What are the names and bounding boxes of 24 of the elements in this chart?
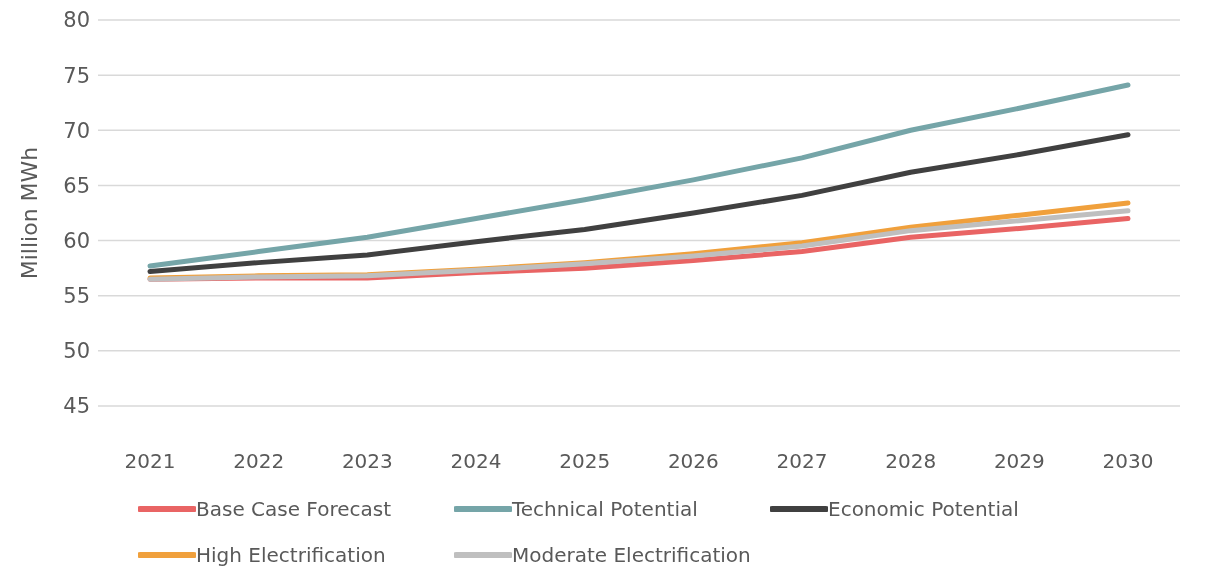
x-tick-label: 2022	[233, 449, 285, 474]
y-tick-label: 55	[63, 284, 90, 309]
y-tick-label: 60	[63, 229, 90, 254]
x-tick-label: 2026	[667, 449, 719, 474]
y-tick-label: 75	[63, 63, 90, 88]
legend-label: Moderate Electrification	[512, 543, 751, 567]
legend-label: Base Case Forecast	[196, 497, 391, 521]
legend-label: High Electrification	[196, 543, 386, 567]
y-tick-label: 50	[63, 339, 90, 364]
x-tick-label: 2023	[341, 449, 393, 474]
x-tick-label: 2027	[776, 449, 828, 474]
legend-label: Economic Potential	[828, 497, 1019, 521]
y-tick-label: 45	[63, 394, 90, 419]
x-tick-label: 2025	[559, 449, 611, 474]
x-tick-label: 2028	[885, 449, 937, 474]
y-tick-label: 80	[63, 8, 90, 33]
legend-label: Technical Potential	[512, 497, 698, 521]
y-tick-label: 65	[63, 173, 90, 198]
y-tick-label: 70	[63, 118, 90, 143]
x-tick-label: 2030	[1102, 449, 1154, 474]
x-tick-label: 2021	[124, 449, 176, 474]
x-tick-label: 2024	[450, 449, 502, 474]
x-tick-label: 2029	[993, 449, 1045, 474]
y-axis-title: Million MWh	[16, 146, 42, 280]
